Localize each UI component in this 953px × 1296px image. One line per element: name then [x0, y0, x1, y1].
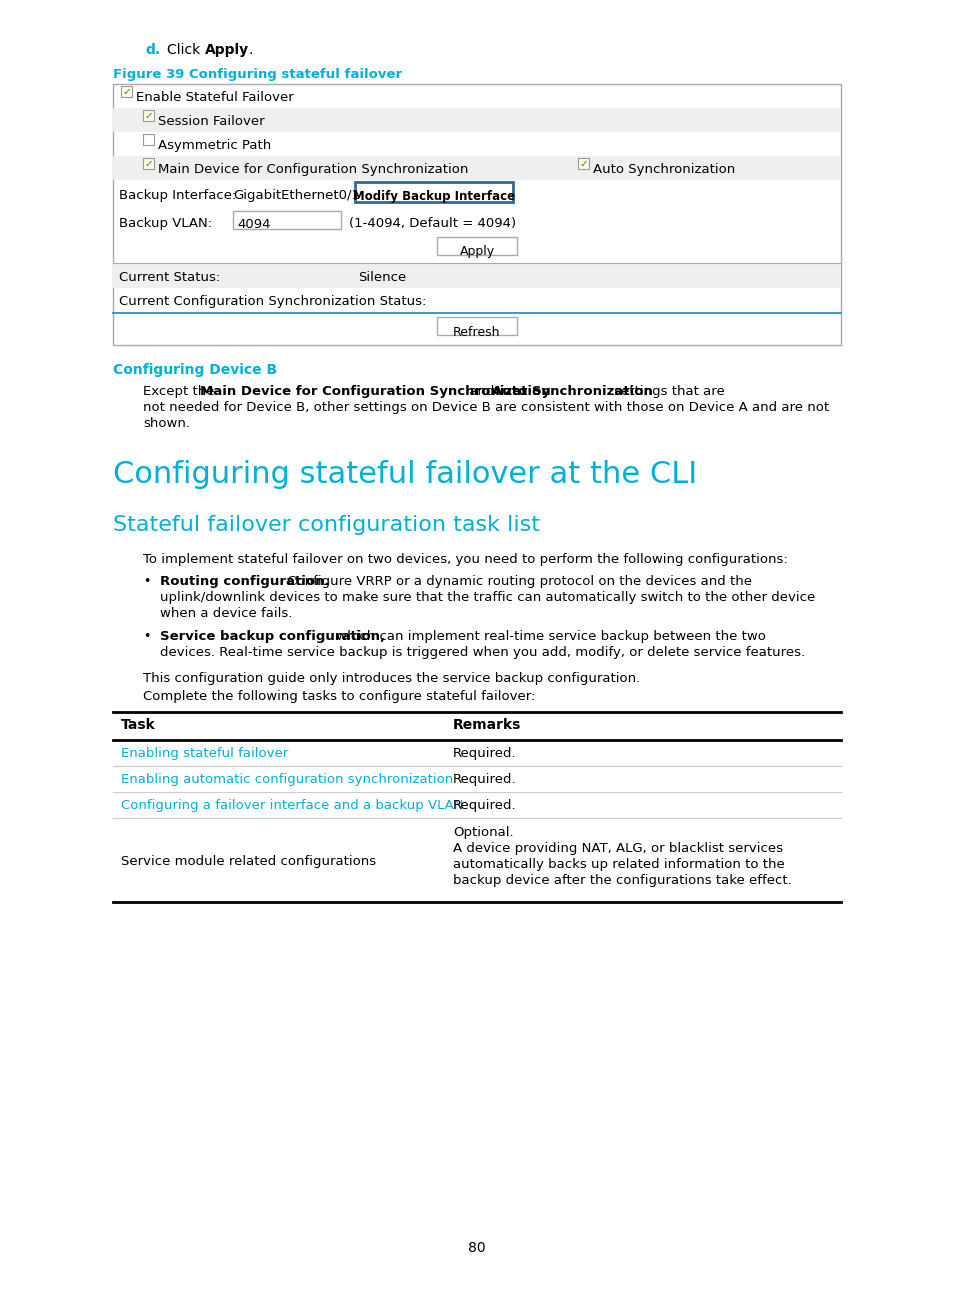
Text: Configuring stateful failover at the CLI: Configuring stateful failover at the CLI	[112, 460, 697, 489]
Text: which can implement real-time service backup between the two: which can implement real-time service ba…	[332, 630, 765, 643]
Text: ✓: ✓	[578, 159, 588, 168]
Text: Figure 39 Configuring stateful failover: Figure 39 Configuring stateful failover	[112, 67, 402, 80]
Text: ✓: ✓	[122, 87, 132, 97]
Text: Configuring a failover interface and a backup VLAN: Configuring a failover interface and a b…	[121, 800, 463, 813]
Text: •: •	[143, 630, 151, 643]
Text: Routing configuration.: Routing configuration.	[160, 575, 330, 588]
Text: when a device fails.: when a device fails.	[160, 607, 292, 619]
Text: Auto Synchronization: Auto Synchronization	[593, 163, 735, 176]
Bar	[112, 156, 841, 180]
Text: Enabling automatic configuration synchronization: Enabling automatic configuration synchro…	[121, 772, 453, 785]
Text: Configuring Device B: Configuring Device B	[112, 363, 276, 377]
Text: Optional.: Optional.	[453, 826, 513, 839]
Text: 80: 80	[468, 1242, 485, 1255]
Text: not needed for Device B, other settings on Device B are consistent with those on: not needed for Device B, other settings …	[143, 400, 828, 413]
Text: A device providing NAT, ALG, or blacklist services: A device providing NAT, ALG, or blacklis…	[453, 842, 782, 855]
Text: Modify Backup Interface: Modify Backup Interface	[353, 191, 515, 203]
Text: Backup Interface:: Backup Interface:	[119, 189, 236, 202]
Text: Silence: Silence	[357, 271, 406, 284]
Text: devices. Real-time service backup is triggered when you add, modify, or delete s: devices. Real-time service backup is tri…	[160, 645, 804, 658]
Text: Auto Synchronization: Auto Synchronization	[492, 385, 652, 398]
Bar	[355, 181, 513, 202]
Bar	[112, 264, 841, 288]
Text: ✓: ✓	[144, 111, 153, 121]
Text: ✓: ✓	[144, 159, 153, 168]
Text: This configuration guide only introduces the service backup configuration.: This configuration guide only introduces…	[143, 673, 639, 686]
Text: uplink/downlink devices to make sure that the traffic can automatically switch t: uplink/downlink devices to make sure tha…	[160, 591, 815, 604]
Text: To implement stateful failover on two devices, you need to perform the following: To implement stateful failover on two de…	[143, 553, 787, 566]
Text: Apply: Apply	[205, 43, 249, 57]
Bar	[233, 211, 340, 229]
Text: Refresh: Refresh	[453, 327, 500, 340]
Text: Required.: Required.	[453, 800, 517, 813]
Text: Except the: Except the	[143, 385, 218, 398]
Text: 4094: 4094	[236, 218, 271, 231]
Text: Backup VLAN:: Backup VLAN:	[119, 216, 212, 229]
Text: Main Device for Configuration Synchronization: Main Device for Configuration Synchroniz…	[158, 163, 468, 176]
Text: Session Failover: Session Failover	[158, 115, 264, 128]
Text: (1-4094, Default = 4094): (1-4094, Default = 4094)	[349, 216, 516, 229]
Bar	[143, 133, 153, 145]
Bar	[578, 158, 588, 168]
Bar	[436, 237, 517, 255]
Text: Service module related configurations: Service module related configurations	[121, 855, 375, 868]
Text: GigabitEthernet0/1: GigabitEthernet0/1	[233, 189, 359, 202]
Bar	[112, 108, 841, 132]
Text: Enabling stateful failover: Enabling stateful failover	[121, 746, 288, 759]
Text: and: and	[464, 385, 498, 398]
Text: Service backup configuration,: Service backup configuration,	[160, 630, 385, 643]
Text: Apply: Apply	[459, 245, 494, 258]
Text: automatically backs up related information to the: automatically backs up related informati…	[453, 858, 784, 871]
Text: d.: d.	[145, 43, 160, 57]
Bar	[121, 86, 132, 97]
Text: Task: Task	[121, 718, 155, 732]
Text: .: .	[249, 43, 253, 57]
Text: Current Status:: Current Status:	[119, 271, 220, 284]
Text: Stateful failover configuration task list: Stateful failover configuration task lis…	[112, 515, 539, 535]
Bar	[143, 110, 153, 121]
Text: Main Device for Configuration Synchronization: Main Device for Configuration Synchroniz…	[200, 385, 550, 398]
Text: •: •	[143, 575, 151, 588]
Text: Current Configuration Synchronization Status:: Current Configuration Synchronization St…	[119, 295, 426, 308]
Text: shown.: shown.	[143, 417, 190, 430]
Text: Configure VRRP or a dynamic routing protocol on the devices and the: Configure VRRP or a dynamic routing prot…	[283, 575, 751, 588]
Bar	[143, 158, 153, 168]
Text: settings that are: settings that are	[609, 385, 724, 398]
Bar	[436, 318, 517, 334]
Text: backup device after the configurations take effect.: backup device after the configurations t…	[453, 874, 791, 886]
Text: Complete the following tasks to configure stateful failover:: Complete the following tasks to configur…	[143, 689, 535, 702]
Text: Click: Click	[167, 43, 204, 57]
Text: Required.: Required.	[453, 772, 517, 785]
Text: Enable Stateful Failover: Enable Stateful Failover	[136, 91, 294, 104]
Bar	[112, 84, 841, 345]
Text: Asymmetric Path: Asymmetric Path	[158, 139, 271, 152]
Text: Required.: Required.	[453, 746, 517, 759]
Text: Remarks: Remarks	[453, 718, 521, 732]
